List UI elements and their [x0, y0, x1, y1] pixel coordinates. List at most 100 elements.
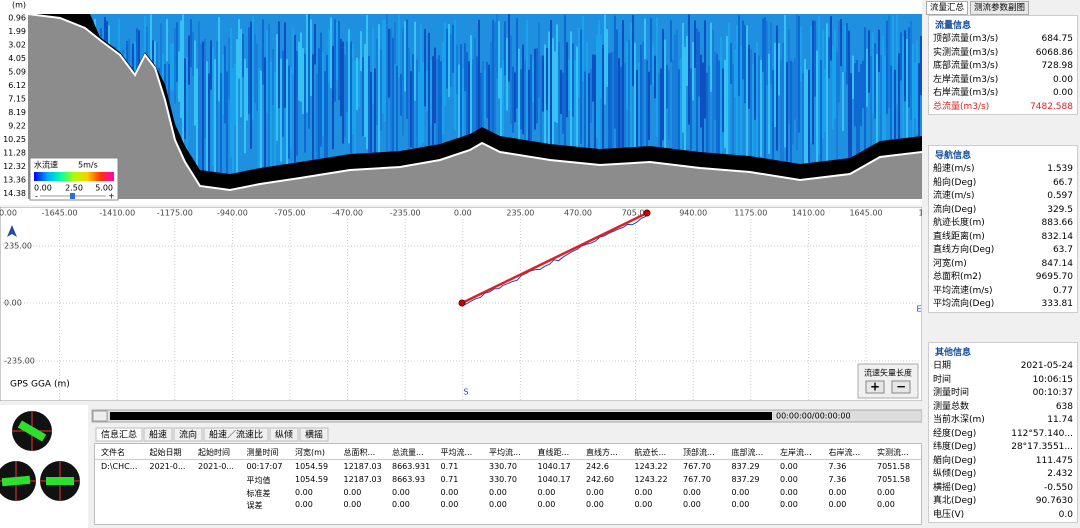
table-header: 航迹长...: [634, 448, 667, 457]
velocity-stripe: [412, 53, 414, 174]
table-cell: 0.00: [780, 462, 798, 471]
table-cell: 242.6: [586, 462, 609, 471]
velocity-stripe: [430, 59, 432, 125]
panel-tab[interactable]: 测流参数副图: [970, 1, 1030, 15]
velocity-stripe: [520, 69, 522, 130]
velocity-stripe: [808, 70, 810, 174]
velocity-stripe: [226, 71, 228, 174]
velocity-stripe: [196, 68, 198, 172]
tab[interactable]: [173, 427, 203, 442]
velocity-stripe: [432, 56, 434, 164]
velocity-stripe: [324, 70, 326, 174]
table-cell: 0.00: [683, 500, 701, 509]
velocity-stripe: [630, 22, 632, 153]
depth-label: 11.28: [3, 149, 26, 158]
table-cell: 0.00: [731, 487, 750, 497]
velocity-stripe: [734, 49, 736, 98]
table-cell: 0.00: [683, 487, 701, 497]
velocity-stripe: [898, 53, 900, 155]
velocity-stripe: [300, 32, 302, 102]
table-cell: 0.00: [780, 487, 798, 497]
velocity-stripe: [368, 56, 370, 174]
velocity-stripe: [714, 51, 716, 121]
info-row: 纵倾(Deg) 2.432: [929, 468, 1077, 482]
info-value: -0.550: [1043, 482, 1073, 493]
tab[interactable]: [269, 427, 299, 442]
velocity-stripe: [916, 40, 918, 135]
velocity-stripe: [326, 54, 328, 174]
velocity-stripe: [756, 42, 758, 174]
tab[interactable]: [143, 427, 173, 442]
tab[interactable]: [203, 427, 269, 442]
x-tick-label: 470.00: [564, 209, 592, 218]
velocity-stripe: [460, 44, 462, 160]
minus-button[interactable]: [891, 380, 911, 394]
legend-minus: -: [35, 192, 38, 201]
table-cell: 0.71: [440, 475, 459, 484]
velocity-stripe: [348, 29, 350, 144]
velocity-stripe: [816, 50, 818, 174]
velocity-stripe: [480, 73, 482, 145]
velocity-stripe: [470, 35, 472, 155]
velocity-stripe: [366, 15, 368, 150]
info-value: 329.5: [1047, 204, 1073, 215]
start-marker: S: [463, 388, 468, 397]
velocity-stripe: [234, 63, 236, 126]
velocity-stripe: [788, 28, 790, 124]
velocity-stripe: [374, 68, 376, 174]
velocity-stripe: [608, 53, 610, 156]
info-label: 右岸流量(m3/s): [933, 88, 999, 98]
depth-label: 12.32: [3, 162, 26, 171]
velocity-stripe: [698, 31, 700, 97]
info-row: 纬度(Deg) 28°17.3551...: [929, 441, 1077, 455]
velocity-stripe: [768, 53, 770, 154]
velocity-stripe: [588, 73, 590, 171]
x-tick-label: -940.00: [217, 209, 248, 218]
velocity-stripe: [736, 24, 738, 167]
velocity-stripe: [526, 19, 528, 148]
velocity-stripe: [668, 70, 670, 140]
minus-text: −: [896, 380, 906, 394]
player-button[interactable]: [92, 410, 108, 422]
velocity-stripe: [786, 61, 788, 168]
velocity-stripe: [376, 38, 378, 125]
velocity-stripe: [644, 18, 646, 60]
info-value: 66.7: [1052, 177, 1073, 188]
tab[interactable]: [299, 427, 329, 442]
table-header: 起始日期: [149, 448, 182, 457]
velocity-stripe: [174, 27, 176, 104]
velocity-stripe: [910, 20, 912, 120]
velocity-stripe: [358, 59, 360, 108]
panel-tab[interactable]: 流量汇总: [926, 1, 969, 15]
velocity-stripe: [360, 31, 362, 72]
velocity-stripe: [618, 58, 620, 158]
velocity-stripe: [404, 21, 406, 92]
velocity-stripe: [222, 54, 224, 115]
x-tick-label: -470.00: [332, 209, 363, 218]
x-tick-label: 705.00: [622, 209, 650, 218]
info-label: 直线方向(Deg): [933, 245, 995, 255]
velocity-stripe: [774, 42, 776, 128]
table-cell: 0.71: [440, 462, 459, 471]
tab[interactable]: [95, 427, 143, 442]
info-row: 日期 2021-05-24: [929, 360, 1077, 374]
velocity-stripe: [342, 41, 344, 144]
velocity-stripe: [474, 37, 476, 174]
table-cell: 0.00: [440, 487, 459, 497]
velocity-stripe: [688, 14, 690, 125]
velocity-stripe: [436, 59, 438, 174]
velocity-stripe: [822, 29, 824, 139]
info-label: 船向(Deg): [933, 177, 977, 188]
table-cell: 330.70: [489, 462, 517, 471]
velocity-stripe: [830, 16, 832, 61]
velocity-stripe: [336, 22, 338, 81]
velocity-stripe: [172, 43, 174, 91]
table-header: 起始时间: [198, 448, 230, 457]
velocity-stripe: [448, 24, 450, 98]
velocity-stripe: [696, 28, 698, 174]
velocity-stripe: [866, 48, 868, 107]
river-bed: [27, 13, 922, 192]
velocity-stripe: [558, 42, 560, 174]
velocity-stripe: [628, 39, 630, 174]
plus-button[interactable]: [865, 380, 885, 394]
